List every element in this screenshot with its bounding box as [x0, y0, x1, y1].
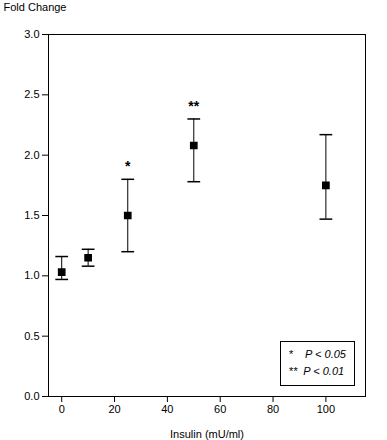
- svg-text:**: **: [188, 98, 199, 114]
- svg-text:Fold Change: Fold Change: [4, 1, 67, 13]
- svg-text:0.5: 0.5: [24, 330, 39, 342]
- svg-text:1.5: 1.5: [24, 209, 39, 221]
- svg-text:0: 0: [59, 403, 65, 415]
- svg-text:2.5: 2.5: [24, 88, 39, 100]
- svg-text:40: 40: [161, 403, 173, 415]
- html-text:* P < 0.05 ** P < 0.01: * P < 0.05 ** P < 0.01: [288, 347, 346, 378]
- svg-text:2.0: 2.0: [24, 149, 39, 161]
- svg-text:3.0: 3.0: [24, 28, 39, 40]
- svg-text:*: *: [125, 158, 131, 174]
- svg-text:1.0: 1.0: [24, 269, 39, 281]
- svg-text:0.0: 0.0: [24, 390, 39, 402]
- svg-text:100: 100: [317, 403, 335, 415]
- svg-text:20: 20: [108, 403, 120, 415]
- svg-text:Insulin (mU/ml): Insulin (mU/ml): [170, 428, 244, 440]
- svg-text:60: 60: [214, 403, 226, 415]
- svg-text:80: 80: [267, 403, 279, 415]
